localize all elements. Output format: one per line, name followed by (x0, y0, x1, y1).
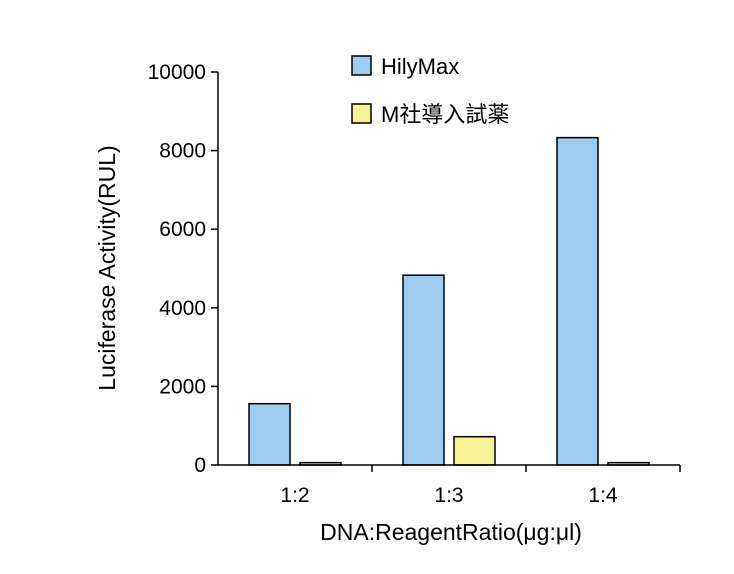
x-ticks: 1:2 1:3 1:4 (280, 465, 681, 507)
bars (248, 136, 650, 466)
x-tick-label: 1:4 (588, 484, 618, 507)
legend: HilyMax M社導入試薬 (351, 54, 509, 127)
y-tick-label: 4000 (159, 297, 206, 320)
y-ticks: 0 2000 4000 6000 8000 10000 (148, 61, 218, 477)
bar-hilymax-2 (556, 136, 599, 466)
bar-hilymax-1 (402, 274, 445, 466)
y-tick-label: 8000 (159, 140, 206, 163)
bar-m-company-reagent-1 (453, 435, 496, 466)
legend-swatch-hilymax (351, 55, 372, 76)
x-tick-label: 1:2 (280, 484, 309, 507)
y-tick-label: 2000 (159, 375, 206, 398)
legend-label-hilymax: HilyMax (381, 54, 459, 79)
legend-swatch-m-company-reagent (351, 103, 372, 124)
y-axis-title: Luciferase Activity(RUL) (94, 145, 120, 390)
y-tick-label: 0 (194, 454, 206, 477)
legend-label-m-company-reagent: M社導入試薬 (381, 102, 509, 127)
y-tick-label: 6000 (159, 218, 206, 241)
x-tick-label: 1:3 (434, 484, 463, 507)
bar-hilymax-0 (248, 402, 291, 466)
x-axis-title: DNA:ReagentRatio(μg:μl) (320, 519, 582, 545)
y-tick-label: 10000 (148, 61, 206, 84)
